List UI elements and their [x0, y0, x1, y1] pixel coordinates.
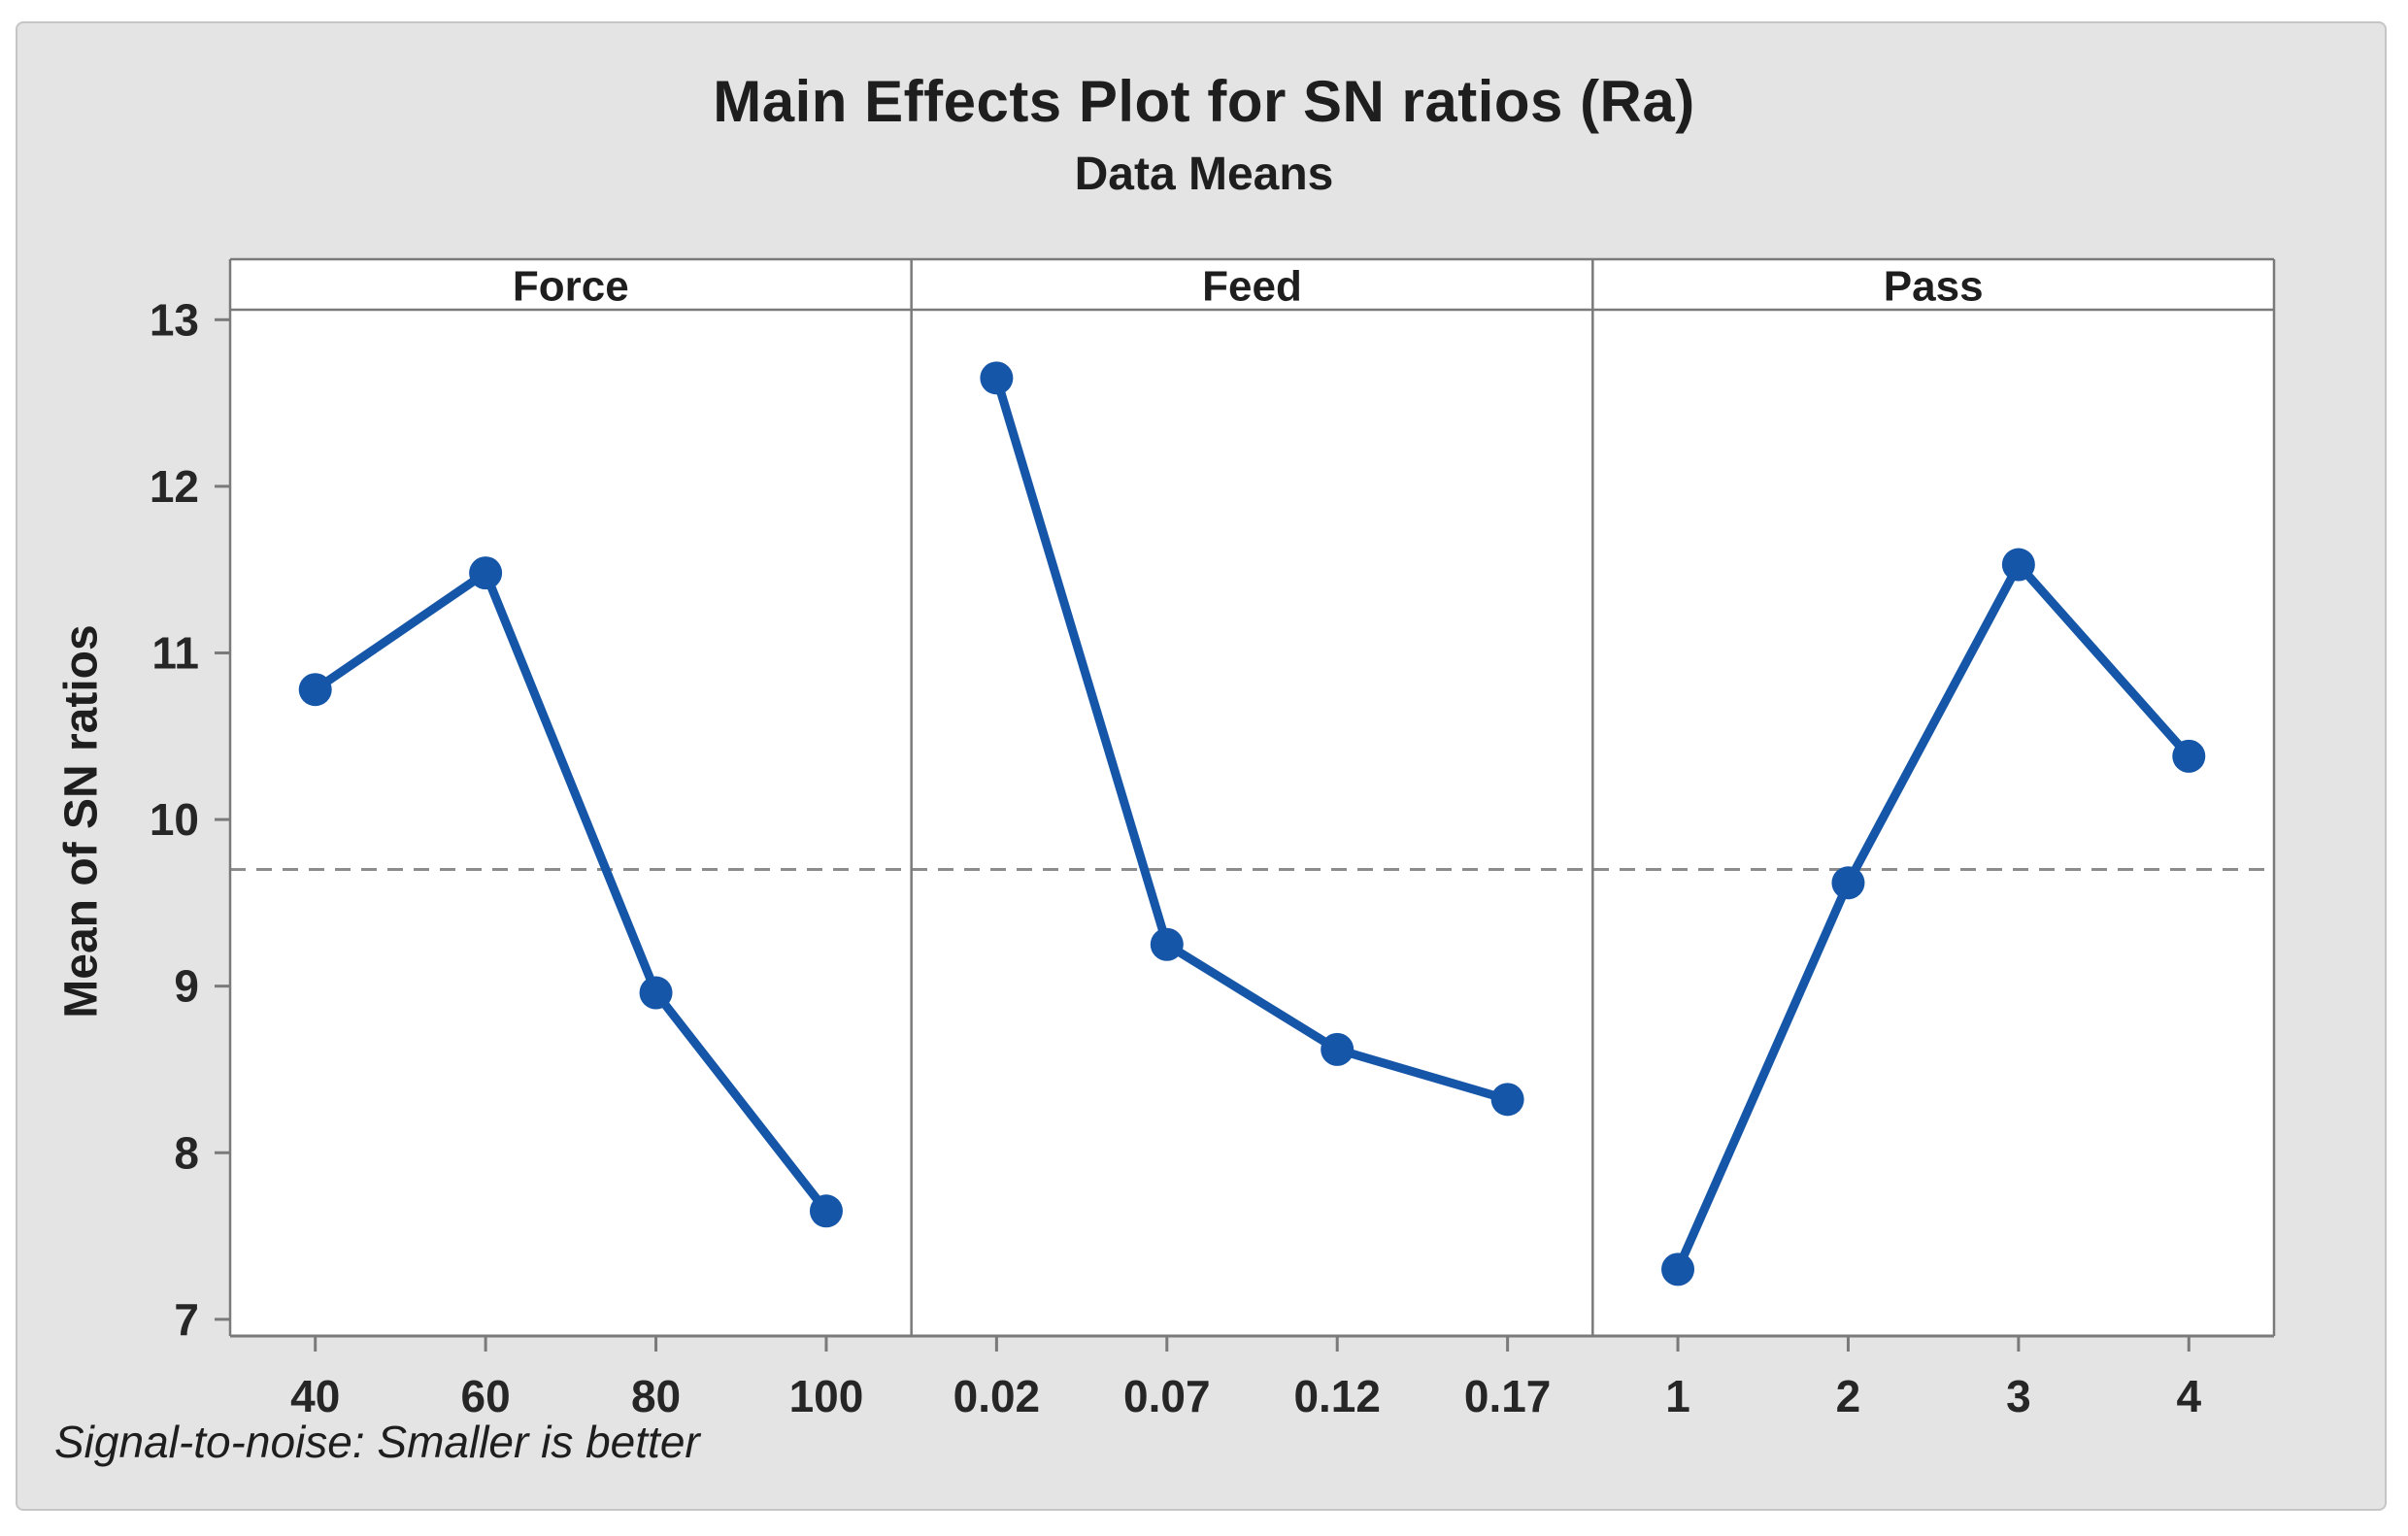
y-tick-label: 11: [151, 627, 199, 678]
chart-title: Main Effects Plot for SN ratios (Ra): [713, 69, 1695, 134]
series-line-force: [311, 568, 831, 1216]
panel-header-force: Force: [513, 263, 629, 311]
x-tick-label: 40: [290, 1371, 340, 1421]
x-tick-label: 4: [2176, 1371, 2201, 1421]
y-tick-label: 13: [150, 294, 199, 345]
data-point-pass-3: [2001, 548, 2035, 582]
x-tick-label: 0.17: [1464, 1371, 1552, 1421]
data-point-feed-0.02: [980, 361, 1014, 395]
data-point-feed-0.17: [1490, 1083, 1524, 1117]
panel-header-pass: Pass: [1884, 263, 1984, 311]
footnote-text: Signal-to-noise: Smaller is better: [54, 1417, 700, 1467]
y-tick-label: 10: [150, 794, 199, 845]
y-tick-label: 9: [174, 961, 199, 1012]
plot-area: [230, 310, 2274, 1336]
data-point-feed-0.12: [1321, 1032, 1354, 1066]
data-point-force-100: [809, 1194, 843, 1228]
panel-header-strip: [230, 259, 2274, 310]
series-line-feed: [991, 373, 1513, 1104]
data-point-force-60: [469, 556, 503, 590]
x-tick-label: 2: [1836, 1371, 1861, 1421]
x-tick-label: 100: [789, 1371, 864, 1421]
data-point-pass-1: [1661, 1252, 1695, 1286]
x-tick-label: 0.07: [1123, 1371, 1211, 1421]
y-axis-label: Mean of SN ratios: [55, 624, 108, 1018]
x-tick-label: 0.12: [1293, 1371, 1381, 1421]
series-line-pass: [1673, 560, 2193, 1274]
x-tick-label: 1: [1665, 1371, 1690, 1421]
panel-pass: Pass 1 2 3 4: [1591, 259, 2206, 1421]
panel-feed: Feed 0.02 0.07 0.12 0.17: [910, 259, 1552, 1421]
y-tick-label: 8: [174, 1127, 199, 1178]
data-point-force-40: [298, 673, 332, 707]
data-point-force-80: [639, 976, 673, 1010]
x-tick-label: 80: [631, 1371, 681, 1421]
panel-force: Force 40 60 80 100: [290, 263, 863, 1422]
y-tick-label: 7: [174, 1294, 199, 1345]
data-point-pass-4: [2172, 739, 2206, 773]
x-tick-label: 0.02: [953, 1371, 1041, 1421]
data-point-feed-0.07: [1150, 927, 1184, 961]
x-tick-label: 3: [2006, 1371, 2031, 1421]
y-tick-label: 12: [150, 461, 199, 512]
panel-header-feed: Feed: [1202, 263, 1302, 311]
chart-subtitle: Data Means: [1074, 149, 1334, 200]
x-tick-label: 60: [461, 1371, 511, 1421]
data-point-pass-2: [1831, 866, 1865, 900]
